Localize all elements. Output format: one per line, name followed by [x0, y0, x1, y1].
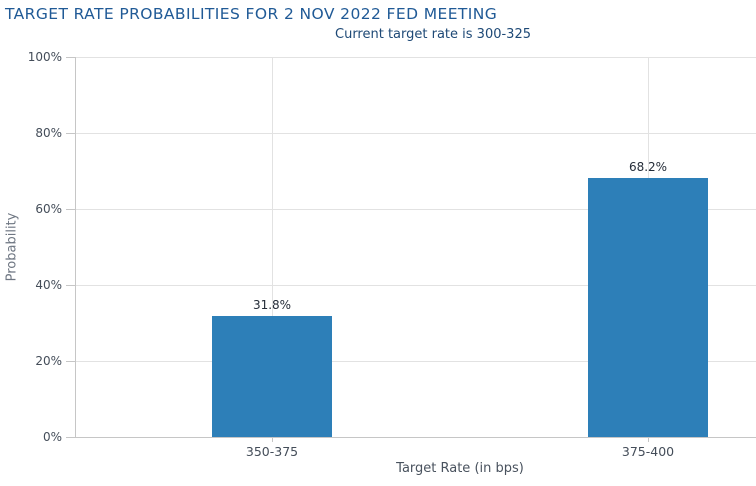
x-axis-line [75, 437, 756, 438]
y-gridline [75, 285, 756, 286]
y-tick-label: 80% [35, 126, 62, 140]
chart-subtitle: Current target rate is 300-325 [335, 27, 531, 42]
x-tick-mark [272, 437, 273, 442]
probability-bar[interactable] [588, 178, 708, 437]
x-axis-title: Target Rate (in bps) [396, 461, 524, 476]
probability-bar[interactable] [212, 316, 332, 437]
bar-value-label: 68.2% [628, 160, 668, 174]
y-gridline [75, 361, 756, 362]
y-tick-mark [66, 361, 75, 362]
y-gridline [75, 133, 756, 134]
y-tick-mark [66, 133, 75, 134]
x-tick-mark [648, 437, 649, 442]
y-tick-label: 0% [42, 430, 62, 444]
y-axis-title: Probability [4, 212, 20, 282]
x-category-label: 375-400 [621, 444, 675, 459]
bar-value-label: 31.8% [252, 298, 292, 312]
y-tick-mark [66, 285, 75, 286]
y-tick-mark [66, 437, 75, 438]
y-tick-label: 40% [35, 278, 62, 292]
y-tick-label: 100% [27, 50, 62, 64]
x-gridline [272, 57, 273, 437]
y-gridline [75, 57, 756, 58]
y-tick-label: 60% [35, 202, 62, 216]
y-tick-mark [66, 57, 75, 58]
x-category-label: 350-375 [245, 444, 299, 459]
y-axis-line [75, 57, 76, 437]
y-gridline [75, 209, 756, 210]
y-tick-label: 20% [35, 354, 62, 368]
y-tick-mark [66, 209, 75, 210]
chart-title: TARGET RATE PROBABILITIES FOR 2 NOV 2022… [5, 5, 498, 23]
